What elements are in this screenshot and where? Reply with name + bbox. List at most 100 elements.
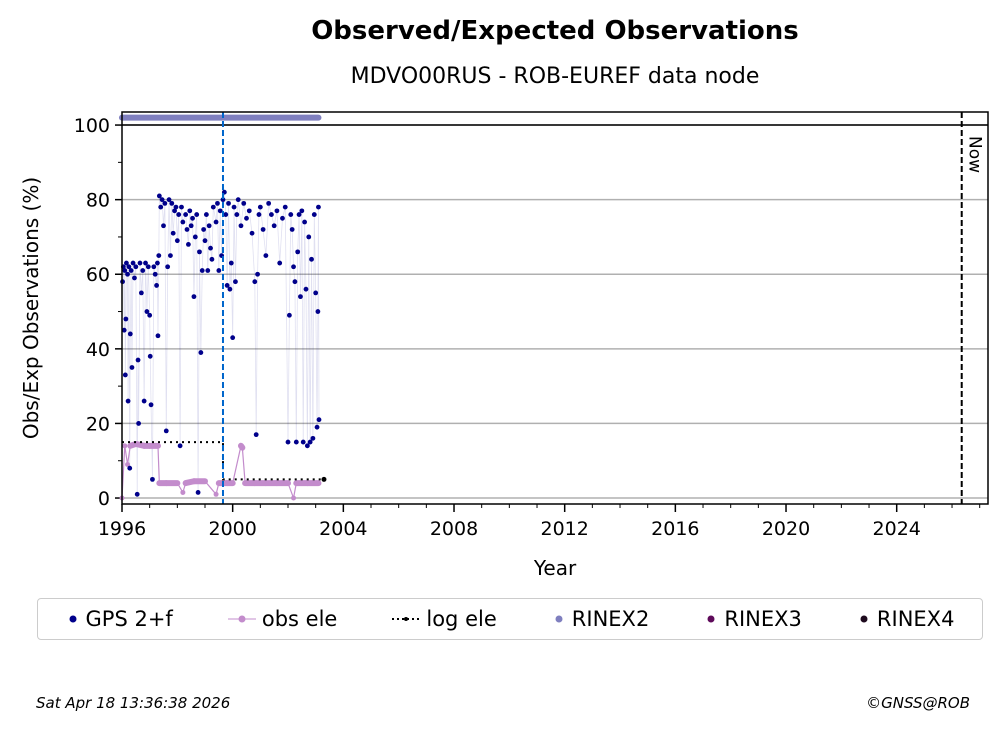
gps-point (133, 264, 139, 270)
obs-ele-point (125, 461, 131, 467)
gps-point (205, 268, 211, 273)
legend-label: RINEX4 (876, 607, 955, 631)
legend-item-rinex2: RINEX2 (552, 607, 650, 631)
gps-point (127, 331, 133, 337)
gps-point (238, 223, 244, 229)
gps-point (152, 271, 158, 277)
gps-point (209, 256, 215, 262)
gps-point (296, 212, 302, 217)
gps-point (291, 264, 296, 270)
gps-point (130, 260, 136, 266)
gps-point (313, 290, 319, 296)
chart-subtitle: MDVO00RUS - ROB-EUREF data node (350, 64, 760, 89)
gps-point (223, 212, 229, 217)
log-ele-point (321, 476, 327, 482)
gps-point (256, 212, 262, 217)
gps-point (213, 219, 219, 225)
gps-point (293, 439, 299, 445)
gps-line (122, 192, 320, 495)
gps-point (263, 253, 269, 258)
x-tick-label: 2008 (430, 518, 478, 540)
gps-point (172, 208, 177, 214)
gps-point (249, 230, 255, 236)
x-tick-label: 2004 (319, 518, 367, 540)
chart-legend: GPS 2+f obs ele log ele RINEX2 RINEX3 RI… (37, 598, 983, 640)
gps-point (186, 242, 191, 247)
gps-point (141, 398, 147, 404)
gps-point (169, 200, 175, 206)
gps-point (158, 204, 164, 210)
gps-point (226, 200, 231, 206)
gps-point (217, 208, 223, 214)
x-tick-label: 1996 (98, 518, 146, 540)
y-axis-label: Obs/Exp Observations (%) (19, 177, 43, 439)
gps-point (289, 227, 295, 232)
gps-point (121, 327, 127, 333)
gps-point (306, 234, 312, 240)
gps-point (257, 204, 263, 210)
gps-point (161, 223, 166, 229)
gps-point (147, 353, 153, 359)
gps-point (156, 193, 162, 199)
gps-point (220, 197, 226, 203)
gps-point (266, 200, 272, 206)
gps-point (202, 238, 208, 244)
legend-label: obs ele (261, 607, 338, 631)
gps-point (311, 212, 317, 217)
gps-point (136, 421, 142, 426)
gps-point (253, 432, 259, 438)
gps-point (188, 223, 194, 229)
gps-point (170, 230, 176, 236)
gps-point (252, 279, 258, 285)
gps-point (180, 219, 186, 225)
y-tick-label: 40 (86, 339, 110, 361)
x-tick-label: 2020 (762, 518, 810, 540)
gps-point (198, 350, 204, 355)
gps-point (184, 227, 190, 232)
gps-point (155, 260, 160, 266)
gps-point (310, 435, 316, 441)
y-tick-label: 80 (86, 190, 110, 212)
gps-point (282, 204, 288, 210)
gps-point (176, 212, 182, 217)
gps-point (241, 200, 247, 206)
gps-point (260, 227, 266, 232)
gps-point (191, 294, 197, 300)
gps-point (165, 264, 171, 270)
gps-point (203, 212, 209, 217)
gps-point (277, 260, 283, 266)
gps-point (129, 365, 135, 370)
gps-point (224, 283, 230, 288)
legend-label: RINEX2 (571, 607, 650, 631)
y-tick-label: 0 (98, 488, 110, 510)
gps-point (316, 204, 321, 210)
gps-point (179, 204, 184, 210)
obs-ele-point (122, 443, 128, 449)
gps-point (143, 260, 148, 266)
gps-point (274, 208, 280, 214)
gps-point (228, 260, 234, 266)
gps-point (286, 312, 292, 318)
gps-point (162, 200, 168, 206)
gps-point (295, 249, 301, 255)
gps-point (127, 465, 133, 471)
gps-point (166, 197, 172, 203)
gps-point (159, 197, 165, 203)
gps-point (126, 264, 132, 270)
gps-point (151, 264, 157, 270)
legend-item-rinex3: RINEX3 (704, 607, 802, 631)
gps-point (269, 212, 274, 217)
y-tick-label: 100 (74, 115, 110, 137)
gps-point (216, 268, 222, 273)
gps-point (235, 197, 241, 203)
gps-point (255, 271, 260, 277)
gps-point (163, 428, 169, 434)
gps-point (197, 249, 202, 255)
gps-point (125, 398, 131, 404)
gps-point (134, 491, 140, 497)
gps-point (309, 256, 314, 262)
legend-label: RINEX3 (724, 607, 802, 631)
x-axis-label: Year (533, 556, 577, 580)
gps-point (122, 268, 128, 273)
gps-point (177, 443, 183, 449)
